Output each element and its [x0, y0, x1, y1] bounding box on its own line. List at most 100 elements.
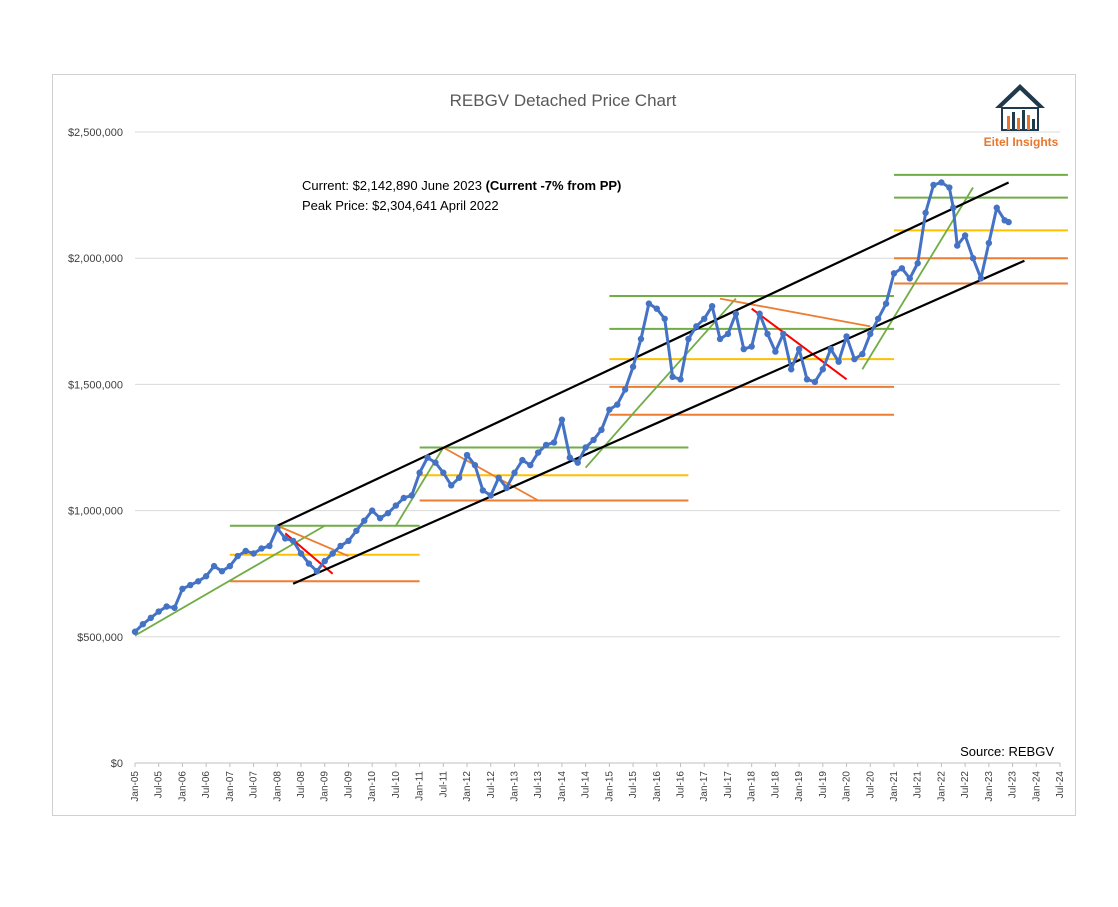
data-point	[724, 330, 732, 338]
x-tick-label: Jan-07	[225, 771, 236, 802]
data-point	[629, 363, 637, 370]
x-tick-label: Jul-23	[1008, 771, 1019, 799]
data-point	[701, 315, 708, 322]
y-tick-label: $2,500,000	[68, 127, 123, 139]
data-point	[416, 469, 423, 476]
price-series	[131, 179, 1012, 635]
data-point	[566, 454, 574, 461]
data-point	[274, 525, 281, 532]
x-tick-label: Jan-16	[652, 771, 663, 802]
green-trend-line	[640, 297, 737, 406]
data-point	[258, 545, 265, 552]
data-point	[748, 343, 755, 350]
data-point	[361, 517, 368, 524]
data-point	[851, 355, 858, 363]
x-tick-label: Jul-16	[676, 771, 687, 799]
data-point	[202, 573, 210, 580]
data-point	[297, 550, 305, 557]
data-point	[503, 484, 510, 492]
data-point	[954, 242, 961, 249]
brand-name: Eitel Insights	[984, 135, 1059, 149]
data-point	[455, 474, 463, 481]
x-tick-label: Jul-06	[201, 771, 212, 799]
x-tick-label: Jan-11	[415, 771, 426, 801]
data-point	[906, 275, 913, 282]
x-tick-label: Jan-24	[1031, 771, 1042, 802]
x-tick-label: Jan-08	[272, 771, 283, 802]
data-point	[187, 581, 194, 589]
data-point	[463, 451, 471, 459]
data-point	[1005, 218, 1012, 226]
data-point	[653, 305, 660, 312]
data-point	[914, 260, 921, 267]
series-line	[133, 180, 1010, 633]
data-point	[930, 181, 937, 189]
annotation-current-text: Current: $2,142,890 June 2023	[302, 178, 486, 193]
data-point	[234, 552, 241, 560]
data-point	[345, 537, 352, 545]
x-tick-label: Jul-13	[533, 771, 544, 799]
data-point	[289, 537, 297, 545]
data-point	[637, 335, 645, 343]
data-point	[195, 578, 202, 585]
channel-line	[276, 181, 1010, 527]
x-tick-label: Jul-18	[770, 771, 781, 799]
x-tick-label: Jul-10	[391, 771, 402, 799]
data-point	[353, 527, 360, 534]
data-point	[993, 204, 1000, 211]
data-point	[550, 439, 558, 446]
x-tick-label: Jan-05	[130, 771, 141, 802]
data-point	[313, 567, 321, 575]
data-point	[282, 535, 289, 542]
x-tick-label: Jan-23	[984, 771, 995, 802]
data-point	[882, 300, 890, 307]
data-point	[558, 416, 566, 423]
x-tick-label: Jan-21	[889, 771, 900, 802]
data-point	[535, 449, 542, 456]
x-tick-label: Jul-24	[1055, 771, 1066, 799]
data-point	[171, 604, 178, 611]
channel-line	[292, 259, 1025, 585]
x-tick-label: Jan-10	[367, 771, 378, 802]
trend-lines	[134, 181, 1025, 637]
data-point	[645, 300, 653, 307]
data-point	[250, 550, 257, 557]
data-point	[424, 454, 431, 461]
data-point	[226, 562, 234, 570]
data-point	[448, 482, 455, 489]
data-point	[772, 348, 779, 355]
data-point	[400, 494, 408, 502]
orange-trend-line	[719, 297, 871, 328]
x-tick-label: Jan-14	[557, 771, 568, 802]
data-point	[950, 204, 957, 211]
x-tick-label: Jul-19	[818, 771, 829, 799]
data-point	[242, 547, 249, 555]
data-point	[795, 345, 803, 353]
data-point	[163, 603, 170, 610]
y-tick-label: $2,000,000	[68, 253, 123, 265]
x-tick-label: Jul-09	[343, 771, 354, 799]
data-point	[519, 456, 526, 464]
data-point	[511, 469, 518, 476]
data-point	[487, 492, 494, 499]
data-point	[740, 345, 747, 353]
data-point	[732, 310, 740, 317]
data-point	[787, 366, 795, 373]
data-point	[803, 376, 811, 383]
data-point	[922, 209, 929, 216]
data-point	[780, 330, 787, 338]
data-point	[874, 315, 882, 322]
data-point	[867, 330, 874, 338]
x-tick-label: Jul-22	[960, 771, 971, 799]
chart-title: REBGV Detached Price Chart	[450, 91, 677, 110]
x-tick-label: Jan-15	[604, 771, 615, 802]
y-tick-label: $1,000,000	[68, 506, 123, 518]
x-tick-label: Jan-18	[747, 771, 758, 802]
data-point	[582, 444, 589, 451]
data-point	[764, 330, 771, 338]
data-point	[677, 376, 684, 383]
data-point	[716, 335, 724, 343]
red-trend-line	[751, 307, 848, 381]
data-point	[977, 275, 985, 282]
data-point	[961, 232, 969, 239]
